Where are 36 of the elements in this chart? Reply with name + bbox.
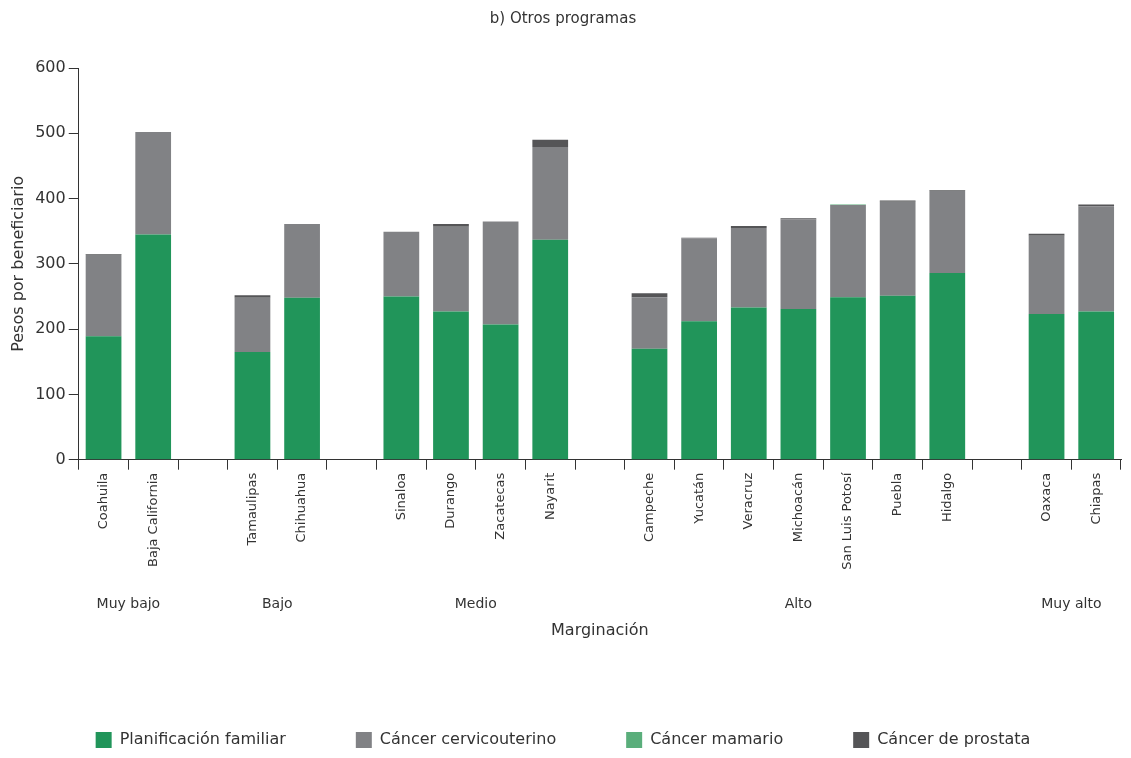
text: Muy alto — [1041, 595, 1102, 612]
x-tick-label: Michoacán — [789, 472, 805, 543]
chart-title: b) Otros programas — [489, 8, 637, 27]
x-axis-title: Marginación — [551, 619, 649, 639]
legend-label: Cáncer mamario — [650, 729, 784, 749]
x-tick-label: Veracruz — [740, 472, 756, 530]
y-tick-label: 400 — [35, 187, 66, 207]
x-tick-label: Hidalgo — [938, 472, 954, 523]
x-tick-label: Baja California — [144, 472, 160, 567]
x-tick-label: Sinaloa — [392, 472, 408, 521]
x-tick-label: Campeche — [640, 472, 656, 543]
legend-label: Cáncer cervicouterino — [379, 729, 557, 749]
x-tick-label: Nayarit — [541, 472, 557, 521]
y-axis-title: Pesos por beneficiario — [7, 175, 27, 352]
x-tick-label: Tamaulipas — [243, 472, 259, 547]
legend-label: Cáncer de prostata — [877, 729, 1031, 749]
y-tick-label: 300 — [35, 252, 66, 272]
y-tick-label: 0 — [55, 448, 66, 468]
y-tick-label: 500 — [35, 122, 66, 142]
x-tick-label: Chihuahua — [293, 472, 309, 543]
x-tick-label: Yucatán — [690, 472, 706, 525]
x-tick-label: Puebla — [889, 472, 905, 517]
text: Alto — [784, 595, 813, 612]
x-tick-label: San Luis Potosí — [839, 472, 855, 570]
text: Medio — [454, 595, 497, 612]
x-tick-label: Zacatecas — [491, 472, 507, 540]
text: Bajo — [261, 595, 293, 612]
y-tick-label: 600 — [35, 57, 66, 77]
x-tick-label: Chiapas — [1087, 472, 1103, 525]
text: Muy bajo — [96, 595, 161, 612]
x-tick-label: Oaxaca — [1037, 472, 1053, 522]
y-tick-label: 100 — [35, 383, 66, 403]
y-tick-label: 200 — [35, 318, 66, 338]
x-tick-label: Durango — [442, 472, 458, 529]
x-tick-label: Coahuila — [94, 472, 110, 530]
legend-label: Planificación familiar — [119, 729, 287, 749]
